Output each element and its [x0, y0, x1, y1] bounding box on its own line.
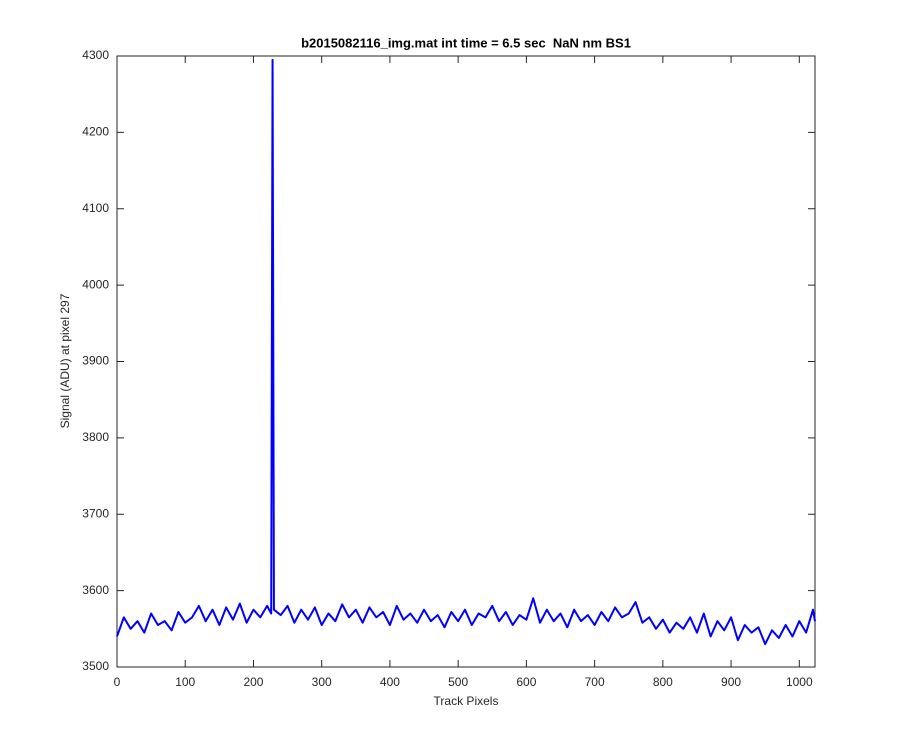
y-tick-label: 3600 [82, 583, 109, 597]
y-tick-label: 3500 [82, 659, 109, 673]
data-line [116, 58, 816, 646]
y-tick-label: 4100 [82, 201, 109, 215]
y-tick-label: 3800 [82, 430, 109, 444]
x-tick-label: 200 [243, 675, 263, 689]
y-tick-label: 4000 [82, 277, 109, 291]
x-tick-label: 300 [312, 675, 332, 689]
y-tick-label: 3900 [82, 354, 109, 368]
x-tick-label: 800 [653, 675, 673, 689]
x-tick-label: 0 [114, 675, 121, 689]
x-tick-label: 900 [721, 675, 741, 689]
y-tick-label: 4300 [82, 48, 109, 62]
y-tick-label: 4200 [82, 125, 109, 139]
y-tick-label: 3700 [82, 506, 109, 520]
x-tick-label: 500 [448, 675, 468, 689]
x-tick-label: 1000 [786, 675, 813, 689]
x-tick-label: 100 [175, 675, 195, 689]
plot-frame [116, 55, 816, 668]
x-tick-label: 600 [516, 675, 536, 689]
x-tick-label: 400 [380, 675, 400, 689]
x-tick-label: 700 [585, 675, 605, 689]
x-axis-label: Track Pixels [434, 694, 499, 708]
chart-title: b2015082116_img.mat int time = 6.5 sec N… [301, 35, 631, 50]
y-axis-label: Signal (ADU) at pixel 297 [58, 293, 72, 428]
